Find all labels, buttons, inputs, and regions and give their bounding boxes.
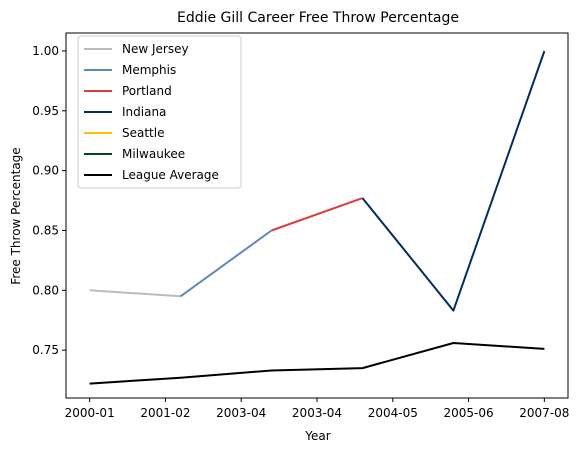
x-tick-label: 2004-05 [368,406,418,420]
legend: New Jersey Memphis Portland Indiana Seattle M… [77,35,242,189]
y-tick-label: 0.80 [32,283,59,297]
series-line-league-average [89,342,545,385]
y-tick-label: 1.00 [32,44,59,58]
legend-label: Milwaukee [122,147,185,161]
y-axis-title: Free Throw Percentage [9,147,23,284]
chart-title: Eddie Gill Career Free Throw Percentage [177,10,459,26]
legend-label: League Average [122,168,219,182]
y-tick-label: 0.85 [32,223,59,237]
series-layer [89,50,546,385]
y-tick-label: 0.75 [32,343,59,357]
x-tick-label: 2007-08 [519,406,569,420]
x-axis-title: Year [304,429,330,443]
y-tick-label: 0.95 [32,104,59,118]
y-tick-label: 0.90 [32,164,59,178]
x-axis: 2000-01 2001-02 2003-04 2003-04 2004-05 2005-… [65,398,569,420]
x-tick-label: 2001-02 [140,406,190,420]
series-line-portland [271,197,363,232]
legend-label: New Jersey [122,42,189,56]
legend-label: Memphis [122,63,176,77]
legend-label: Indiana [122,105,166,119]
legend-frame [77,35,242,189]
x-tick-label: 2003-04 [216,406,266,420]
series-line-memphis [180,229,273,298]
series-line-new-jersey [89,289,181,298]
legend-label: Seattle [122,126,164,140]
y-axis: 0.75 0.80 0.85 0.90 0.95 1.00 [32,44,66,357]
x-tick-label: 2005-06 [443,406,493,420]
legend-label: Portland [122,84,172,98]
series-line-indiana [361,50,546,312]
x-tick-label: 2000-01 [65,406,115,420]
x-tick-label: 2003-04 [292,406,342,420]
